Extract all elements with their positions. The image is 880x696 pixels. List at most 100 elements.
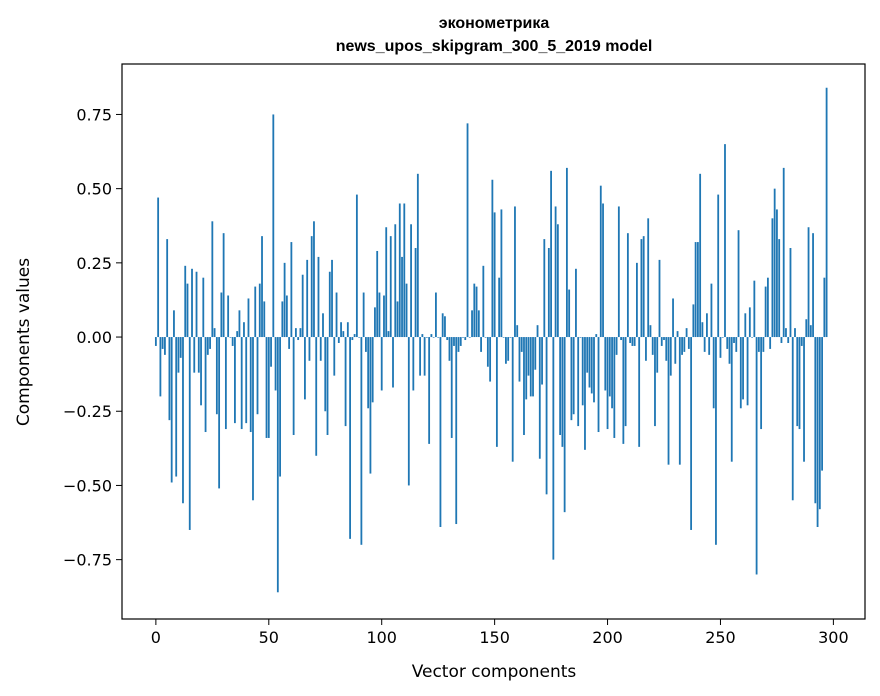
plot-frame [121, 63, 866, 620]
bar-component-180 [561, 337, 564, 447]
bar-component-153 [500, 209, 503, 338]
bar-component-269 [762, 337, 765, 352]
bar-component-213 [636, 262, 638, 338]
bar-component-16 [191, 268, 193, 338]
bar-component-30 [222, 233, 225, 338]
bar-component-154 [502, 337, 505, 338]
bar-component-295 [821, 337, 823, 471]
bar-component-145 [482, 265, 485, 338]
bar-component-200 [606, 337, 609, 430]
bar-component-100 [380, 337, 383, 391]
bar-component-252 [724, 144, 726, 338]
bar-component-85 [346, 322, 349, 338]
bar-component-96 [371, 337, 374, 403]
bar-component-106 [394, 224, 397, 338]
bar-component-204 [615, 337, 618, 355]
bar-component-132 [453, 337, 455, 346]
x-tick-label: 200 [592, 628, 623, 647]
bar-component-249 [717, 194, 720, 338]
bar-component-281 [789, 248, 792, 338]
bar-component-262 [746, 337, 749, 406]
bar-component-233 [681, 337, 683, 355]
bar-component-219 [649, 325, 652, 338]
bar-component-230 [674, 337, 677, 364]
bar-component-29 [220, 292, 223, 338]
bar-component-241 [699, 173, 702, 338]
bar-component-197 [599, 185, 602, 338]
bar-component-150 [493, 212, 496, 338]
bar-component-243 [703, 337, 706, 352]
x-tick-label: 150 [479, 628, 510, 647]
bar-component-141 [473, 283, 476, 338]
bar-component-160 [516, 325, 519, 338]
bar-component-3 [161, 337, 164, 349]
bar-component-209 [626, 233, 629, 338]
bar-component-66 [304, 337, 306, 400]
bar-component-111 [405, 283, 408, 338]
bar-component-231 [676, 331, 679, 338]
bar-component-217 [645, 337, 647, 361]
bar-component-40 [245, 337, 248, 424]
bar-component-223 [658, 259, 661, 338]
bar-component-121 [428, 337, 431, 444]
bar-component-297 [825, 87, 828, 338]
bar-component-92 [362, 292, 365, 338]
bar-component-65 [301, 274, 304, 338]
y-tick-label: −0.75 [63, 551, 112, 570]
bar-component-87 [351, 337, 354, 341]
bar-component-159 [514, 206, 516, 338]
bar-component-81 [337, 337, 340, 343]
bar-component-62 [294, 328, 297, 338]
bar-component-142 [475, 286, 478, 338]
bar-component-98 [376, 250, 379, 338]
bar-component-155 [505, 337, 507, 364]
bar-component-88 [353, 334, 356, 338]
bar-component-237 [690, 337, 693, 530]
bar-component-173 [545, 337, 548, 495]
bar-component-139 [468, 337, 471, 338]
bar-component-9 [175, 337, 178, 477]
bar-component-105 [392, 337, 394, 388]
bar-component-247 [712, 337, 715, 409]
bar-component-211 [631, 337, 634, 346]
bar-component-125 [437, 337, 440, 338]
bar-component-172 [543, 239, 546, 338]
bar-component-263 [748, 307, 751, 338]
bar-component-69 [310, 236, 313, 338]
bar-component-55 [279, 337, 281, 477]
bar-component-198 [602, 203, 604, 338]
x-tick-label: 0 [151, 628, 161, 647]
bar-component-212 [633, 337, 636, 346]
bar-component-258 [737, 230, 740, 338]
bar-component-2 [159, 337, 162, 397]
bar-component-122 [430, 334, 433, 338]
bar-component-47 [261, 236, 263, 338]
bar-component-130 [448, 337, 451, 361]
bar-component-238 [692, 304, 695, 338]
bar-component-120 [425, 337, 428, 338]
bar-component-185 [572, 337, 575, 415]
bar-component-239 [694, 242, 697, 338]
bar-component-188 [579, 337, 582, 338]
bar-component-76 [326, 337, 329, 435]
bar-component-23 [206, 337, 209, 355]
bar-component-50 [267, 337, 270, 438]
bar-component-221 [654, 337, 656, 427]
bar-component-232 [678, 337, 681, 465]
bar-component-72 [317, 256, 320, 338]
bar-component-267 [757, 337, 760, 352]
bar-component-256 [733, 337, 735, 343]
bar-component-116 [416, 173, 419, 338]
bar-component-86 [349, 337, 351, 539]
bar-component-147 [486, 337, 489, 367]
bar-component-99 [378, 292, 381, 338]
bar-component-51 [270, 337, 272, 367]
bar-component-136 [462, 337, 464, 338]
bar-component-259 [739, 337, 742, 409]
bar-component-206 [620, 337, 622, 341]
bar-component-242 [701, 322, 704, 338]
bar-component-261 [744, 313, 747, 338]
bar-component-63 [297, 337, 300, 341]
bar-component-275 [776, 209, 778, 338]
bar-component-137 [464, 337, 467, 341]
